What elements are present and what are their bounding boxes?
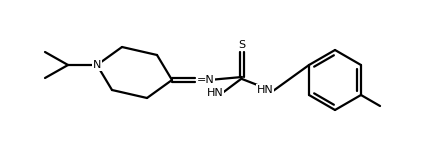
Text: HN: HN <box>207 88 224 98</box>
Text: =N: =N <box>197 75 215 85</box>
Text: N: N <box>93 60 101 70</box>
Text: HN: HN <box>207 88 224 98</box>
Text: HN: HN <box>257 85 273 95</box>
Text: S: S <box>238 40 246 50</box>
